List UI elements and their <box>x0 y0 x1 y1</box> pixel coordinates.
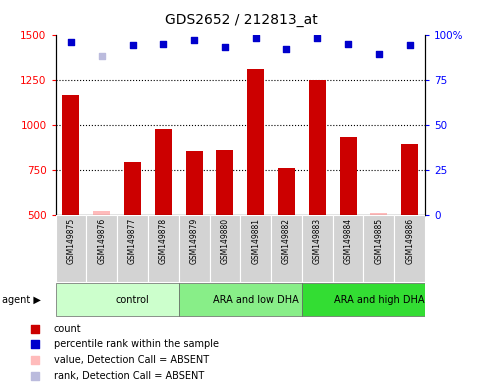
Bar <box>179 215 210 282</box>
Bar <box>56 215 86 282</box>
Bar <box>179 283 302 316</box>
Bar <box>364 215 394 282</box>
Point <box>128 42 136 48</box>
Point <box>344 41 352 47</box>
Text: percentile rank within the sample: percentile rank within the sample <box>54 339 219 349</box>
Text: rank, Detection Call = ABSENT: rank, Detection Call = ABSENT <box>54 371 204 381</box>
Bar <box>117 215 148 282</box>
Bar <box>155 129 172 215</box>
Point <box>283 46 290 52</box>
Bar <box>271 215 302 282</box>
Text: GSM149884: GSM149884 <box>343 218 353 264</box>
Text: GSM149876: GSM149876 <box>97 218 106 264</box>
Text: GSM149886: GSM149886 <box>405 218 414 264</box>
Point <box>98 53 106 59</box>
Text: GSM149881: GSM149881 <box>251 218 260 264</box>
Text: GSM149883: GSM149883 <box>313 218 322 264</box>
Bar <box>309 80 326 215</box>
Text: GSM149879: GSM149879 <box>190 218 199 264</box>
Text: ARA and high DHA: ARA and high DHA <box>334 295 424 305</box>
Bar <box>56 283 179 316</box>
Bar <box>394 215 425 282</box>
Bar <box>62 95 79 215</box>
Text: value, Detection Call = ABSENT: value, Detection Call = ABSENT <box>54 355 209 365</box>
Bar <box>370 213 387 215</box>
Point <box>159 41 167 47</box>
Text: GSM149877: GSM149877 <box>128 218 137 264</box>
Point <box>375 51 383 58</box>
Text: GSM149880: GSM149880 <box>220 218 229 264</box>
Point <box>31 373 39 379</box>
Bar <box>210 215 240 282</box>
Text: ARA and low DHA: ARA and low DHA <box>213 295 298 305</box>
Text: GSM149875: GSM149875 <box>67 218 75 264</box>
Bar <box>302 283 425 316</box>
Bar <box>124 162 141 215</box>
Bar <box>148 215 179 282</box>
Point <box>406 42 413 48</box>
Text: control: control <box>115 295 149 305</box>
Text: count: count <box>54 324 81 334</box>
Bar <box>401 144 418 215</box>
Bar <box>86 215 117 282</box>
Point <box>252 35 259 41</box>
Bar <box>240 215 271 282</box>
Bar <box>247 69 264 215</box>
Text: GSM149882: GSM149882 <box>282 218 291 264</box>
Bar <box>340 137 356 215</box>
Point <box>190 37 198 43</box>
Point <box>31 341 39 348</box>
Bar <box>93 210 110 215</box>
Point <box>31 357 39 363</box>
Text: GDS2652 / 212813_at: GDS2652 / 212813_at <box>165 13 318 27</box>
Bar <box>216 150 233 215</box>
Bar <box>278 168 295 215</box>
Text: GSM149878: GSM149878 <box>159 218 168 264</box>
Bar <box>185 151 202 215</box>
Point <box>67 39 75 45</box>
Text: agent ▶: agent ▶ <box>2 295 41 305</box>
Text: GSM149885: GSM149885 <box>374 218 384 264</box>
Bar <box>302 215 333 282</box>
Point <box>31 326 39 332</box>
Point <box>221 44 229 50</box>
Bar <box>333 215 364 282</box>
Point <box>313 35 321 41</box>
